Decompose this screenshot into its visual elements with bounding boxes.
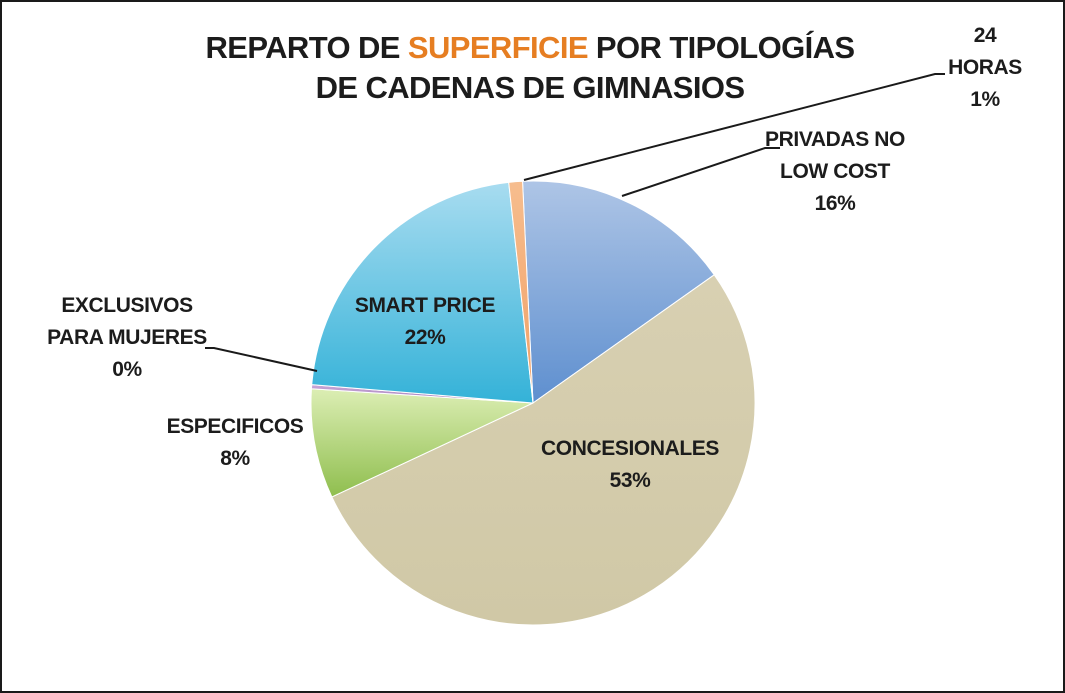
label-text-privadas: PRIVADAS NO [765,128,905,151]
label-concesionales: CONCESIONALES 53% [520,433,740,497]
label-text-privadas: LOW COST [780,160,890,183]
slice-smart [311,181,534,404]
slice-privadas [522,180,715,404]
label-horas24: 24 HORAS 1% [930,20,1040,116]
title-part-1: REPARTO DE [205,30,408,65]
label-percent-horas24: 1% [970,88,1000,111]
slice-especificos [310,388,534,498]
label-text-concesionales: CONCESIONALES [541,437,719,460]
label-text-horas24: 24 [973,24,997,47]
chart-title-line-2: DE CADENAS DE GIMNASIOS [315,70,745,105]
label-especificos: ESPECIFICOS 8% [145,411,325,475]
label-percent-mujeres: 0% [112,358,142,381]
label-percent-privadas: 16% [814,192,856,215]
label-smart: SMART PRICE 22% [325,290,525,354]
title-part-2: POR TIPOLOGÍAS [587,30,855,65]
label-percent-smart: 22% [404,326,446,349]
leader-line-horas24 [523,73,945,181]
chart-title-line-1: REPARTO DE SUPERFICIE POR TIPOLOGÍAS [180,30,880,66]
label-text-mujeres: EXCLUSIVOS [61,294,193,317]
title-highlight: SUPERFICIE [407,30,589,65]
label-text-especificos: ESPECIFICOS [166,415,304,438]
leader-line-mujeres [205,347,318,372]
slice-concesionales [331,274,756,626]
leader-lines [205,73,945,372]
label-text-horas24: HORAS [948,56,1022,79]
label-percent-concesionales: 53% [609,469,651,492]
slice-horas24 [508,180,534,404]
pie-slices [310,180,756,626]
label-percent-especificos: 8% [220,447,250,470]
leader-line-privadas [621,147,780,197]
label-text-smart: SMART PRICE [354,294,496,317]
label-mujeres: EXCLUSIVOS PARA MUJERES 0% [22,290,232,386]
label-text-mujeres: PARA MUJERES [47,326,207,349]
label-privadas: PRIVADAS NO LOW COST 16% [735,124,935,220]
